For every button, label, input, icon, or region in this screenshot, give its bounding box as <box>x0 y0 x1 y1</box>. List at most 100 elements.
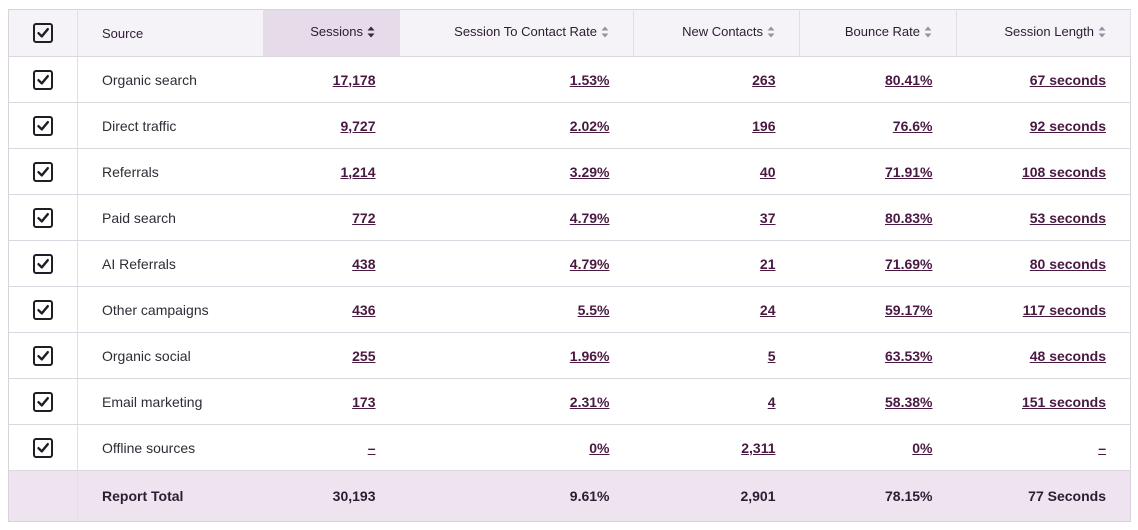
metric-link[interactable]: 0% <box>912 439 933 456</box>
metric-link[interactable]: 2,311 <box>741 439 776 456</box>
metric-cell: 37 <box>633 194 800 241</box>
checkbox[interactable] <box>33 437 53 458</box>
metric-link[interactable]: 1,214 <box>340 163 376 180</box>
metric-cell: 71.91% <box>799 148 957 195</box>
metric-link[interactable]: 436 <box>352 301 376 318</box>
metric-link[interactable]: 255 <box>352 347 376 364</box>
checkmark <box>37 304 49 315</box>
checkbox[interactable] <box>33 299 53 320</box>
checkbox[interactable] <box>33 345 53 366</box>
metric-link[interactable]: 80.41% <box>885 71 933 88</box>
row-select-cell <box>8 240 78 287</box>
metric-link[interactable]: 76.6% <box>892 117 933 134</box>
checkbox[interactable] <box>33 23 53 43</box>
metric-link[interactable]: 17,178 <box>332 71 376 88</box>
source-name: AI Referrals <box>102 255 176 272</box>
checkbox[interactable] <box>33 253 53 274</box>
metric-link[interactable]: 5.5% <box>577 301 610 318</box>
metric-link[interactable]: 59.17% <box>885 301 933 318</box>
metric-link[interactable]: 1.96% <box>569 347 610 364</box>
metric-link[interactable]: 67 seconds <box>1029 71 1106 88</box>
metric-link[interactable]: 48 seconds <box>1029 347 1106 364</box>
sort-icon <box>924 25 932 42</box>
column-header[interactable]: Session Length <box>956 9 1131 57</box>
metric-cell: 772 <box>263 194 400 241</box>
metric-link[interactable]: 40 <box>759 163 776 180</box>
footer-total: 77 Seconds <box>956 470 1131 522</box>
metric-link[interactable]: 772 <box>352 209 376 226</box>
metric-link[interactable]: 438 <box>352 255 376 272</box>
source-name: Organic social <box>102 347 191 364</box>
metric-link[interactable]: – <box>367 439 376 456</box>
source-name: Direct traffic <box>102 117 177 134</box>
row-select-cell <box>8 424 78 471</box>
checkmark <box>37 350 49 361</box>
metric-link[interactable]: 196 <box>752 117 776 134</box>
metric-cell: 2,311 <box>633 424 800 471</box>
metric-cell: 21 <box>633 240 800 287</box>
metric-link[interactable]: 71.91% <box>885 163 933 180</box>
metric-link[interactable]: 1.53% <box>569 71 610 88</box>
data-row: Email marketing 173 2.31% 4 58.38% 151 second… <box>8 378 1131 425</box>
column-header[interactable]: Bounce Rate <box>799 9 957 57</box>
metric-link[interactable]: 80.83% <box>885 209 933 226</box>
metric-cell: 80.41% <box>799 56 957 103</box>
column-header[interactable]: Session To Contact Rate <box>399 9 634 57</box>
footer-total: 2,901 <box>633 470 800 522</box>
source-cell: Referrals <box>77 148 264 195</box>
sort-icon <box>601 25 609 42</box>
metric-link[interactable]: 4 <box>767 393 776 410</box>
metric-link[interactable]: 4.79% <box>569 255 610 272</box>
metric-link[interactable]: 80 seconds <box>1029 255 1106 272</box>
metric-cell: 48 seconds <box>956 332 1131 379</box>
metric-link[interactable]: 3.29% <box>569 163 610 180</box>
metric-link[interactable]: 263 <box>752 71 776 88</box>
metric-link[interactable]: 21 <box>759 255 776 272</box>
report-table-wrap: Source Sessions Session To Contact Rate New… <box>8 9 1131 522</box>
source-cell: AI Referrals <box>77 240 264 287</box>
metric-link[interactable]: 4.79% <box>569 209 610 226</box>
metric-cell: 1,214 <box>263 148 400 195</box>
checkbox[interactable] <box>33 391 53 412</box>
metric-cell: 58.38% <box>799 378 957 425</box>
column-header[interactable]: Sessions <box>263 9 400 57</box>
footer-label: Report Total <box>77 470 264 522</box>
row-select-cell <box>8 102 78 149</box>
metric-cell: 173 <box>263 378 400 425</box>
sort-arrows <box>367 26 375 38</box>
metric-link[interactable]: 5 <box>767 347 776 364</box>
metric-cell: 2.31% <box>399 378 634 425</box>
metric-link[interactable]: 71.69% <box>885 255 933 272</box>
metric-link[interactable]: 2.31% <box>569 393 610 410</box>
checkbox[interactable] <box>33 69 53 90</box>
metric-cell: 40 <box>633 148 800 195</box>
source-name: Referrals <box>102 163 159 180</box>
checkbox[interactable] <box>33 207 53 228</box>
metric-link[interactable]: 9,727 <box>340 117 376 134</box>
data-row: Offline sources – 0% 2,311 0% – <box>8 424 1131 471</box>
metric-link[interactable]: 37 <box>759 209 776 226</box>
checkmark <box>37 166 49 177</box>
metric-link[interactable]: 24 <box>759 301 776 318</box>
metric-cell: 76.6% <box>799 102 957 149</box>
checkbox[interactable] <box>33 115 53 136</box>
metric-link[interactable]: 92 seconds <box>1029 117 1106 134</box>
metric-link[interactable]: 108 seconds <box>1021 163 1106 180</box>
metric-link[interactable]: 173 <box>352 393 376 410</box>
metric-cell: 196 <box>633 102 800 149</box>
metric-cell: 117 seconds <box>956 286 1131 333</box>
checkmark <box>37 212 49 223</box>
checkbox[interactable] <box>33 161 53 182</box>
metric-link[interactable]: 53 seconds <box>1029 209 1106 226</box>
metric-link[interactable]: 2.02% <box>569 117 610 134</box>
column-header[interactable]: New Contacts <box>633 9 800 57</box>
metric-link[interactable]: 117 seconds <box>1022 301 1106 318</box>
checkmark <box>37 442 49 453</box>
metric-link[interactable]: 63.53% <box>885 347 933 364</box>
footer-total: 9.61% <box>399 470 634 522</box>
metric-link[interactable]: 58.38% <box>885 393 933 410</box>
metric-link[interactable]: 151 seconds <box>1021 393 1106 410</box>
metric-link[interactable]: 0% <box>589 439 610 456</box>
metric-link[interactable]: – <box>1098 439 1106 456</box>
